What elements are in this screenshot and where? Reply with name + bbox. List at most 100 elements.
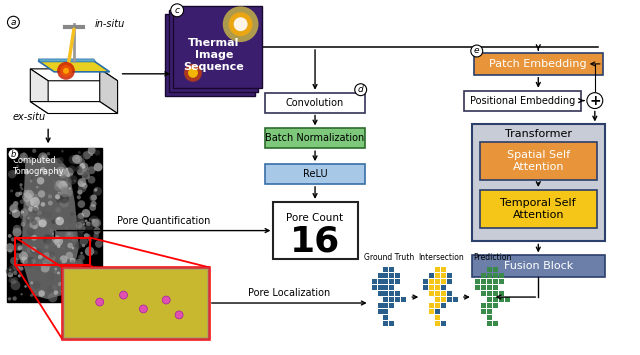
Bar: [435, 291, 440, 296]
Text: Pore Quantification: Pore Quantification: [117, 215, 211, 226]
Circle shape: [45, 212, 52, 218]
Circle shape: [69, 271, 73, 274]
Circle shape: [70, 269, 75, 273]
Circle shape: [57, 245, 61, 248]
Circle shape: [77, 190, 83, 195]
Bar: [378, 273, 383, 278]
Circle shape: [25, 202, 29, 205]
Circle shape: [62, 291, 65, 294]
Circle shape: [223, 6, 259, 42]
Circle shape: [38, 219, 47, 228]
Circle shape: [46, 239, 55, 247]
Circle shape: [48, 293, 58, 302]
Circle shape: [78, 181, 84, 187]
Bar: [383, 267, 388, 272]
Bar: [435, 309, 440, 314]
Circle shape: [74, 261, 83, 270]
Circle shape: [83, 226, 86, 230]
Circle shape: [88, 147, 96, 154]
Circle shape: [57, 272, 60, 274]
Bar: [480, 190, 597, 228]
Circle shape: [66, 227, 71, 233]
Circle shape: [8, 234, 12, 238]
Circle shape: [33, 225, 38, 229]
Circle shape: [24, 259, 33, 268]
Circle shape: [54, 290, 58, 295]
Circle shape: [68, 165, 76, 173]
Bar: [429, 285, 434, 290]
Text: Prediction: Prediction: [474, 253, 512, 262]
Circle shape: [88, 176, 95, 184]
Circle shape: [31, 247, 36, 252]
Bar: [499, 297, 504, 302]
Circle shape: [79, 255, 84, 260]
Circle shape: [36, 186, 38, 189]
Bar: [441, 279, 446, 284]
Circle shape: [52, 232, 55, 235]
Circle shape: [63, 187, 72, 197]
Bar: [486, 285, 492, 290]
Circle shape: [46, 224, 51, 229]
Circle shape: [28, 206, 33, 212]
Bar: [390, 291, 394, 296]
Circle shape: [57, 173, 61, 177]
Circle shape: [61, 150, 64, 153]
Circle shape: [57, 218, 60, 220]
Circle shape: [188, 68, 198, 78]
Circle shape: [78, 184, 86, 192]
Circle shape: [40, 154, 47, 161]
Text: in-situ: in-situ: [95, 19, 125, 29]
Bar: [493, 267, 497, 272]
Circle shape: [10, 205, 17, 212]
Circle shape: [30, 248, 36, 254]
Circle shape: [92, 218, 95, 222]
Circle shape: [18, 274, 21, 278]
Circle shape: [43, 252, 52, 262]
Bar: [62, 267, 209, 339]
Circle shape: [11, 237, 15, 241]
Circle shape: [46, 253, 56, 263]
Text: Patch Embedding: Patch Embedding: [490, 59, 587, 69]
Circle shape: [54, 268, 57, 271]
Circle shape: [19, 266, 24, 271]
Bar: [8, 148, 102, 302]
Circle shape: [228, 12, 253, 36]
Circle shape: [70, 285, 75, 289]
Circle shape: [80, 154, 85, 159]
Circle shape: [90, 272, 95, 277]
Bar: [390, 321, 394, 326]
Circle shape: [90, 195, 96, 201]
Circle shape: [49, 261, 53, 266]
Polygon shape: [30, 69, 118, 81]
Circle shape: [32, 149, 36, 153]
Bar: [396, 291, 401, 296]
Circle shape: [27, 246, 35, 254]
Circle shape: [60, 190, 68, 197]
Circle shape: [6, 268, 13, 275]
Text: c: c: [175, 6, 180, 15]
Polygon shape: [21, 158, 79, 299]
Circle shape: [67, 243, 73, 248]
Circle shape: [9, 204, 19, 213]
Bar: [429, 309, 434, 314]
Circle shape: [85, 223, 93, 231]
Circle shape: [84, 173, 88, 176]
Circle shape: [6, 243, 15, 252]
Circle shape: [93, 297, 97, 301]
Text: Convolution: Convolution: [286, 98, 344, 108]
Circle shape: [140, 305, 147, 313]
Bar: [383, 303, 388, 308]
Bar: [493, 297, 497, 302]
Bar: [383, 315, 388, 320]
Circle shape: [85, 247, 94, 256]
Circle shape: [80, 163, 85, 169]
Circle shape: [48, 201, 52, 206]
Circle shape: [8, 149, 19, 160]
Circle shape: [37, 177, 44, 185]
Text: Thermal
Image
Sequence: Thermal Image Sequence: [184, 38, 244, 72]
Circle shape: [91, 195, 97, 201]
Text: Fusion Block: Fusion Block: [504, 261, 573, 271]
Circle shape: [30, 264, 32, 267]
Bar: [486, 267, 492, 272]
Bar: [493, 291, 497, 296]
